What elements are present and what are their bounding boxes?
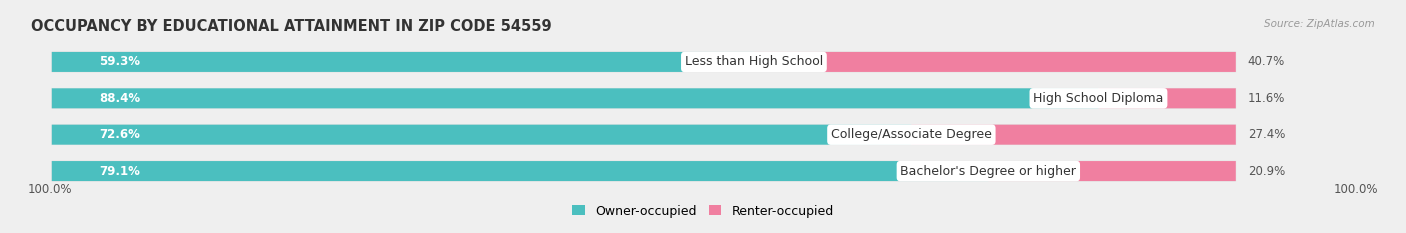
- Text: 40.7%: 40.7%: [1247, 55, 1285, 69]
- Text: 20.9%: 20.9%: [1247, 164, 1285, 178]
- FancyBboxPatch shape: [52, 52, 1236, 72]
- FancyBboxPatch shape: [52, 125, 911, 145]
- FancyBboxPatch shape: [52, 161, 988, 181]
- FancyBboxPatch shape: [52, 88, 1236, 108]
- Text: Bachelor's Degree or higher: Bachelor's Degree or higher: [900, 164, 1076, 178]
- Text: 88.4%: 88.4%: [100, 92, 141, 105]
- Text: College/Associate Degree: College/Associate Degree: [831, 128, 991, 141]
- Text: Less than High School: Less than High School: [685, 55, 823, 69]
- Text: 72.6%: 72.6%: [100, 128, 141, 141]
- Text: High School Diploma: High School Diploma: [1033, 92, 1164, 105]
- Legend: Owner-occupied, Renter-occupied: Owner-occupied, Renter-occupied: [572, 205, 834, 218]
- Text: 11.6%: 11.6%: [1247, 92, 1285, 105]
- Text: OCCUPANCY BY EDUCATIONAL ATTAINMENT IN ZIP CODE 54559: OCCUPANCY BY EDUCATIONAL ATTAINMENT IN Z…: [31, 19, 551, 34]
- Text: 100.0%: 100.0%: [28, 183, 73, 196]
- FancyBboxPatch shape: [911, 125, 1236, 145]
- Text: 79.1%: 79.1%: [100, 164, 141, 178]
- FancyBboxPatch shape: [52, 52, 754, 72]
- Text: 100.0%: 100.0%: [1333, 183, 1378, 196]
- Text: 27.4%: 27.4%: [1247, 128, 1285, 141]
- FancyBboxPatch shape: [52, 88, 1098, 108]
- Text: Source: ZipAtlas.com: Source: ZipAtlas.com: [1264, 19, 1375, 29]
- FancyBboxPatch shape: [52, 161, 1236, 181]
- FancyBboxPatch shape: [988, 161, 1236, 181]
- FancyBboxPatch shape: [52, 125, 1236, 145]
- Text: 59.3%: 59.3%: [100, 55, 141, 69]
- FancyBboxPatch shape: [1098, 88, 1236, 108]
- FancyBboxPatch shape: [754, 52, 1236, 72]
